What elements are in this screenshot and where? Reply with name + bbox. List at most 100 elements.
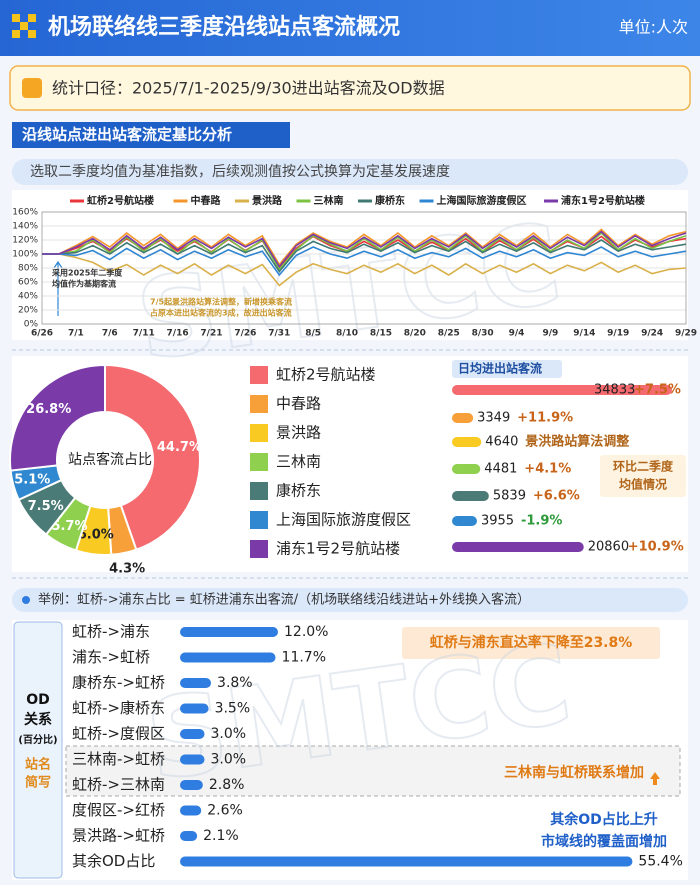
bar — [452, 464, 481, 474]
legend-label: 虹桥2号航站楼 — [87, 194, 154, 207]
legend-label: 康桥东 — [276, 482, 321, 500]
abbr-label: 简写 — [25, 775, 51, 791]
value-label: 2.6% — [207, 803, 243, 819]
x-tick-label: 9/14 — [573, 329, 595, 339]
side-label: OD — [26, 692, 50, 708]
value-label: 3.5% — [215, 701, 251, 717]
abbr-label: 站名 — [25, 757, 51, 773]
category-label: 虹桥->浦东 — [72, 623, 150, 641]
x-tick-label: 8/10 — [336, 329, 358, 339]
y-tick-label: 0% — [24, 320, 39, 330]
slice-label: 4.3% — [109, 561, 145, 576]
annotation: 均值情况 — [619, 477, 667, 492]
y-tick-label: 60% — [18, 278, 38, 288]
series-line — [42, 228, 687, 266]
value-label: 3.0% — [211, 726, 247, 742]
value-label: 3955 — [481, 514, 514, 529]
stat-icon — [22, 78, 42, 98]
category-label: 景洪路->虹桥 — [72, 827, 165, 845]
category-label: 度假区->红桥 — [72, 801, 165, 819]
change-label: +11.9% — [517, 411, 573, 426]
highlight-box — [65, 745, 681, 797]
annotation: 占原本进出站客流的3成，故进出站客流 — [150, 308, 292, 318]
annotation: 三林南与虹桥联系增加 — [504, 764, 644, 781]
daily-title-box — [452, 360, 562, 378]
legend-label: 中春路 — [191, 194, 222, 207]
bar — [180, 729, 205, 739]
bar — [180, 678, 212, 688]
slice-label: 5.1% — [14, 473, 50, 488]
annotation: 其余OD占比上升 — [550, 811, 658, 828]
section-title: 沿线站点进出站客流定基比分析 — [22, 126, 232, 144]
annotation: 采用2025年二季度 — [51, 268, 123, 278]
annotation: 均值作为基期客流 — [52, 279, 116, 289]
x-tick-label: 7/6 — [102, 329, 118, 339]
bar — [180, 831, 198, 841]
x-tick-label: 9/19 — [607, 329, 629, 339]
header-unit: 单位:人次 — [619, 18, 688, 37]
value-label: 34833 — [594, 383, 635, 398]
x-tick-label: 8/15 — [370, 329, 392, 339]
bar — [180, 652, 276, 663]
x-tick-label: 9/9 — [543, 329, 559, 339]
bar — [452, 542, 584, 552]
value-label: 11.7% — [282, 650, 326, 666]
legend-swatch — [250, 453, 268, 471]
pie-slice — [9, 363, 106, 472]
od-note-box — [12, 588, 688, 612]
chart-title: 日均进出站客流 — [458, 361, 542, 376]
bar — [452, 516, 477, 526]
series-line — [42, 246, 687, 277]
header-icon — [12, 14, 36, 38]
slice-label: 7.5% — [28, 499, 64, 514]
x-tick-label: 7/1 — [68, 329, 84, 339]
series-line — [42, 253, 687, 287]
od-callout-box — [402, 627, 660, 659]
legend-label: 浦东1号2号航站楼 — [561, 194, 645, 207]
bullet — [22, 596, 30, 604]
annotation: 7/5起景洪路站算法调整，新增换乘客流 — [150, 297, 292, 307]
annotation: 市域线的覆盖面增加 — [541, 833, 667, 850]
bar — [180, 754, 205, 765]
y-tick-label: 140% — [12, 222, 38, 232]
value-label: 5839 — [493, 489, 526, 504]
side-label: 关系 — [24, 711, 52, 728]
value-label: 3349 — [477, 411, 510, 426]
bar — [452, 413, 474, 423]
slice-label: 5.7% — [51, 519, 87, 534]
x-tick-label: 7/21 — [200, 329, 222, 339]
bar — [452, 491, 489, 501]
annotation-arrow — [53, 260, 63, 316]
x-tick-label: 7/16 — [167, 329, 189, 339]
category-label: 浦东->虹桥 — [72, 648, 150, 666]
y-tick-label: 160% — [12, 208, 38, 218]
up-arrow-icon — [650, 772, 660, 785]
series-line — [42, 231, 687, 271]
x-tick-label: 7/26 — [234, 329, 256, 339]
legend-label: 三林南 — [314, 194, 344, 207]
slice-label: 44.7% — [157, 440, 202, 455]
bar — [180, 627, 278, 637]
legend-label: 景洪路 — [252, 194, 283, 207]
legend-swatch — [250, 395, 268, 413]
header-title: 机场联络线三季度沿线站点客流概况 — [48, 14, 400, 40]
y-tick-label: 120% — [12, 236, 38, 246]
x-tick-label: 7/31 — [268, 329, 290, 339]
legend-swatch — [250, 482, 268, 500]
section-subtitle: 选取二季度均值为基准指数，后续观测值按公式换算为定基发展速度 — [30, 163, 450, 180]
slice-label: 26.8% — [26, 402, 71, 417]
side-label: (百分比) — [18, 733, 57, 746]
legend-swatch — [250, 424, 268, 442]
y-tick-label: 80% — [18, 264, 38, 274]
value-label: 4481 — [484, 462, 517, 477]
header-bar — [0, 0, 700, 56]
annotation: 环比二季度 — [613, 459, 674, 474]
bar — [452, 385, 672, 395]
pie-slice — [104, 363, 201, 551]
x-tick-label: 8/20 — [404, 329, 426, 339]
legend-label: 浦东1号2号航站楼 — [276, 540, 400, 558]
x-tick-label: 8/5 — [305, 329, 321, 339]
legend-swatch — [250, 511, 268, 529]
change-label: +10.9% — [628, 540, 684, 555]
